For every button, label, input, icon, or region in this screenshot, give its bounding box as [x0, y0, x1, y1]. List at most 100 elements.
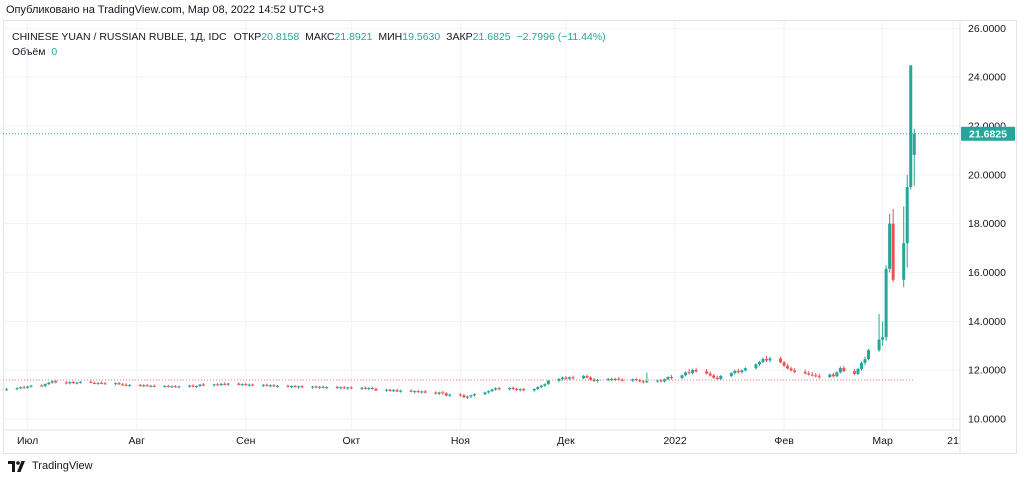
candle-body	[96, 382, 100, 384]
candle-body	[138, 385, 142, 387]
x-tick-label: Сен	[236, 435, 255, 447]
candle-body	[293, 386, 297, 388]
candle-body	[26, 386, 30, 388]
candle-body	[195, 386, 199, 388]
candle-body	[321, 386, 325, 388]
candle-body	[877, 339, 881, 351]
candle-body	[596, 379, 600, 381]
candle-body	[909, 65, 913, 188]
candle-body	[497, 388, 501, 390]
legend-volume-value: 0	[51, 46, 58, 58]
footer-brand[interactable]: TradingView	[8, 460, 93, 472]
candle-body	[867, 350, 871, 360]
candle-body	[413, 391, 417, 393]
published-caption: Опубликовано на TradingView.com, Мар 08,…	[6, 4, 324, 16]
y-tick-label: 12.0000	[968, 365, 1006, 377]
candle-body	[589, 377, 593, 380]
candle-body	[687, 372, 691, 374]
candle-body	[659, 380, 663, 382]
x-tick-label: Дек	[557, 435, 575, 447]
candle-body	[448, 394, 452, 396]
candle-body	[19, 387, 23, 389]
candle-body	[536, 387, 540, 389]
candle-body	[807, 373, 811, 375]
candle-body	[835, 372, 839, 377]
candle-body	[268, 385, 272, 387]
candle-body	[226, 383, 230, 385]
legend-close-label: ЗАКР	[446, 31, 473, 43]
candle-body	[223, 383, 227, 385]
candle-body	[191, 385, 195, 387]
candle-body	[367, 388, 371, 390]
candle-body	[251, 384, 255, 386]
candle-body	[863, 359, 867, 363]
candle-body	[462, 395, 466, 398]
candle-body	[620, 379, 624, 381]
legend-close-value: 21.6825	[472, 31, 511, 43]
candle-body	[117, 383, 121, 385]
candle-body	[465, 396, 469, 398]
grid-lines	[3, 21, 960, 430]
candle-body	[444, 393, 448, 396]
candle-body	[342, 387, 346, 389]
candle-body	[124, 384, 128, 386]
candle-body	[325, 387, 329, 389]
legend-volume-label[interactable]: Объём	[12, 46, 46, 58]
candle-body	[912, 133, 916, 155]
candle-body	[831, 374, 835, 377]
candle-body	[335, 387, 339, 389]
y-tick-label: 20.0000	[968, 169, 1006, 181]
candle-body	[114, 383, 118, 385]
chart-frame	[3, 20, 1017, 454]
x-tick-label: 2022	[663, 435, 687, 447]
legend-open-label: ОТКР	[233, 31, 262, 43]
candle-body	[638, 380, 642, 382]
candle-body	[645, 381, 649, 383]
candle-body	[370, 388, 374, 390]
candle-body	[472, 394, 476, 396]
x-tick-label: Фев	[774, 435, 794, 447]
tradingview-logo-icon	[8, 460, 25, 472]
x-tick-label: 21	[947, 435, 959, 447]
candle-body	[290, 386, 294, 388]
candle-body	[240, 384, 244, 386]
candle-body	[216, 384, 220, 386]
candle-body	[47, 382, 51, 385]
candle-body	[803, 371, 807, 374]
candle-body	[817, 376, 821, 378]
candle-body	[508, 388, 512, 390]
candle-body	[515, 388, 519, 390]
candle-body	[142, 385, 146, 387]
y-tick-label: 16.0000	[968, 267, 1006, 279]
candle-body	[487, 391, 491, 393]
candle-body	[557, 378, 561, 381]
candle-body	[423, 391, 427, 393]
y-tick-label: 10.0000	[968, 414, 1006, 426]
candle-body	[187, 385, 191, 387]
candle-body	[669, 377, 673, 379]
candle-body	[490, 389, 494, 392]
candle-body	[50, 381, 54, 383]
x-tick-label: Мар	[872, 435, 893, 447]
candle-body	[719, 376, 723, 379]
candle-body	[392, 390, 396, 392]
x-axis-ticks: Июл Авг Сен Окт Ноя Дек 2022 Фев Мар 21	[17, 435, 959, 447]
candle-body	[441, 392, 445, 394]
candle-body	[103, 383, 107, 385]
legend-open-value: 20.8158	[261, 31, 300, 43]
candle-body	[318, 386, 322, 388]
candle-body	[346, 387, 350, 389]
candle-body	[560, 377, 564, 379]
candle-body	[715, 377, 719, 379]
candle-body	[905, 187, 909, 244]
candle-body	[300, 386, 304, 388]
candle-body	[511, 388, 515, 390]
candle-body	[641, 381, 645, 383]
y-tick-label: 18.0000	[968, 218, 1006, 230]
candle-body	[121, 384, 125, 386]
candle-body	[212, 384, 216, 386]
candle-body	[71, 382, 75, 384]
candle-body	[782, 362, 786, 366]
legend-symbol[interactable]: CHINESE YUAN / RUSSIAN RUBLE, 1Д, IDC	[12, 31, 227, 43]
